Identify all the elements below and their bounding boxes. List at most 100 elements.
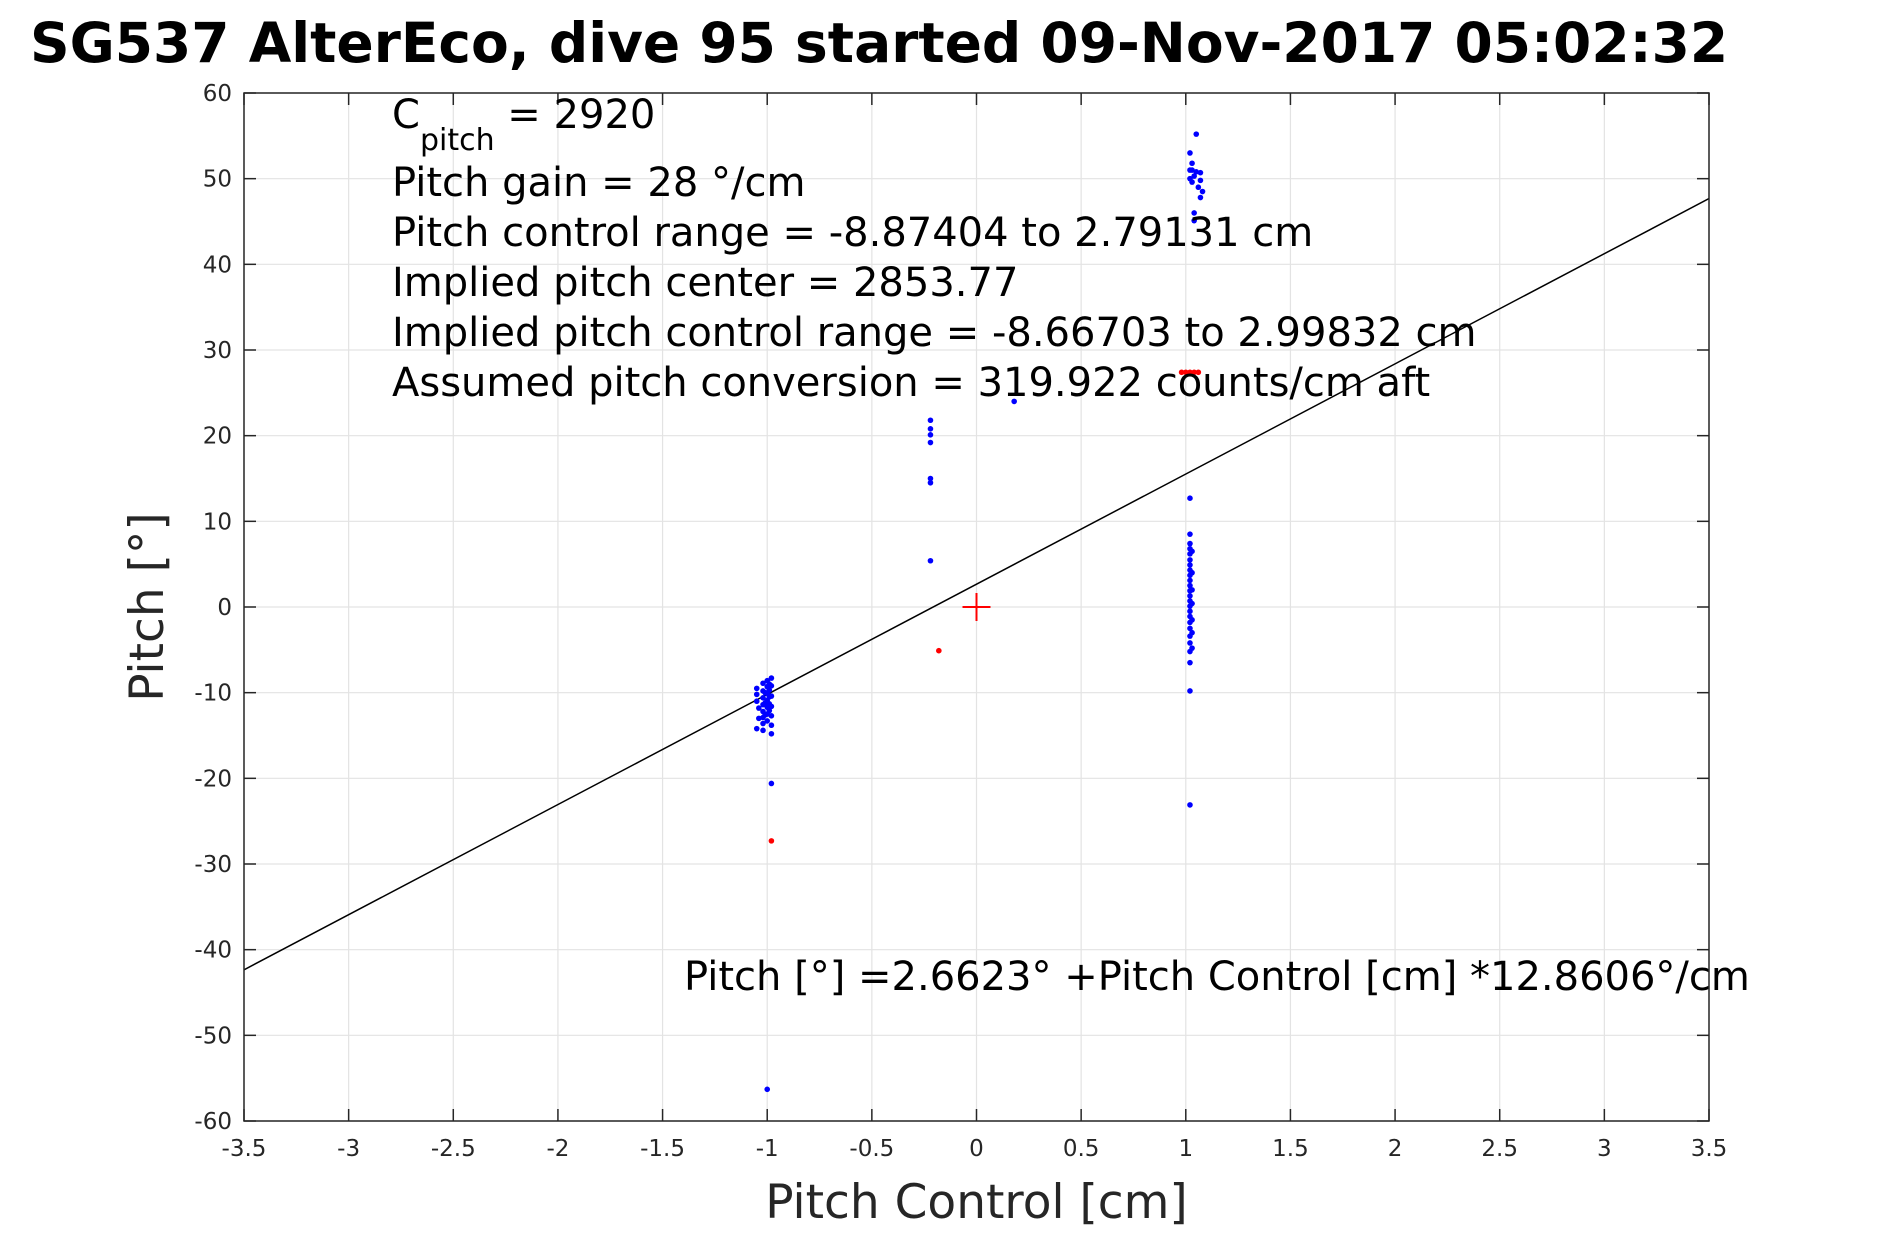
y-tick-label: -50 [194,1023,232,1049]
data-point [1187,640,1193,646]
data-point [766,687,773,693]
data-point [766,707,773,714]
center-marker-group [962,593,991,621]
x-tick-label: -0.5 [849,1136,894,1162]
data-point [760,720,766,727]
data-point [768,838,775,844]
data-point [1193,169,1200,175]
data-point [760,727,766,734]
data-point [1189,569,1195,576]
data-point [1178,369,1185,376]
data-point [1187,582,1193,589]
y-tick-label: -20 [194,766,232,792]
x-tick-label: -3.5 [222,1136,267,1162]
x-tick-label: -1.5 [640,1136,685,1162]
y-tick-label: 0 [217,595,232,621]
c-pitch-value: = 2920 [495,92,656,138]
data-point [753,725,760,732]
data-point [756,705,762,711]
x-tick-label: -2.5 [431,1136,476,1162]
data-point [1197,194,1204,201]
data-point [1187,150,1193,156]
fit-line-group [244,197,1709,971]
data-point [768,712,775,719]
y-tick-label: -60 [194,1109,232,1135]
data-point [768,675,775,681]
annotation-control-range: Pitch control range = -8.87404 to 2.7913… [392,210,1313,256]
x-ticks: -3.5 -3 -2.5 -2 -1.5 -1 -0.5 0 0.5 1 1.5 2 2.5 3 3.5 [222,93,1728,1162]
y-tick-label: 60 [203,81,232,107]
annotation-block: Cpitch = 2920 Pitch gain = 28 °/cm Pitch… [392,92,1750,1000]
data-point [936,647,942,654]
data-point [1187,802,1193,808]
data-point [1199,188,1206,195]
chart-title: SG537 AlterEco, dive 95 started 09-Nov-2… [30,11,1728,75]
data-point [1187,577,1193,584]
data-point [753,685,760,692]
annotation-implied-center: Implied pitch center = 2853.77 [392,260,1018,306]
data-point [1191,210,1197,216]
data-point [1187,659,1193,666]
data-point [927,432,934,438]
data-point [1189,600,1195,607]
x-tick-label: 2 [1388,1136,1403,1162]
data-point [768,703,775,710]
c-pitch-subscript: pitch [420,123,495,158]
data-point [927,475,934,482]
y-tick-label: 40 [203,252,232,278]
data-point [1187,608,1193,615]
y-tick-label: -30 [194,852,232,878]
data-point [1191,173,1197,179]
data-point [1187,557,1193,563]
y-tick-label: 30 [203,338,232,364]
data-point [1189,548,1195,555]
x-tick-label: 2.5 [1481,1136,1518,1162]
data-point [1197,169,1204,176]
data-point [1189,645,1195,651]
data-point [1189,617,1195,623]
y-tick-label: -40 [194,938,232,964]
data-point [756,715,762,722]
y-tick-label: -10 [194,681,232,707]
data-point [1191,369,1197,376]
data-point [927,439,934,446]
y-axis-label: Pitch [°] [120,512,175,702]
data-point [760,680,766,687]
data-point [1189,587,1195,593]
data-points [753,131,1206,1093]
annotation-c-pitch: Cpitch = 2920 [392,92,655,158]
data-point [768,693,775,699]
data-point [768,683,775,689]
data-point [764,1086,771,1093]
annotation-gain: Pitch gain = 28 °/cm [392,160,805,206]
x-tick-label: 3 [1597,1136,1612,1162]
x-axis-label: Pitch Control [cm] [765,1175,1188,1230]
fit-line [244,197,1709,971]
data-point [1187,369,1193,376]
data-point [1182,369,1189,376]
y-tick-label: 50 [203,167,232,193]
data-point [1187,593,1193,599]
data-point [1197,177,1204,184]
x-tick-label: -1 [756,1136,779,1162]
data-point [1187,562,1193,568]
x-tick-label: 0 [969,1136,984,1162]
data-point [753,691,760,698]
data-point [927,557,934,564]
data-point [927,417,934,424]
data-point [1189,160,1195,167]
data-point [1187,531,1193,537]
data-point [1011,398,1017,405]
x-tick-label: 3.5 [1691,1136,1728,1162]
data-point [1187,167,1193,173]
annotation-implied-range: Implied pitch control range = -8.66703 t… [392,310,1476,356]
plot-frame [243,92,1710,1122]
data-point [753,698,760,705]
data-point [1187,175,1193,182]
x-tick-label: 1 [1178,1136,1193,1162]
x-tick-label: -3 [337,1136,360,1162]
data-point [764,718,771,724]
data-point [1191,217,1197,224]
data-point [760,695,766,701]
